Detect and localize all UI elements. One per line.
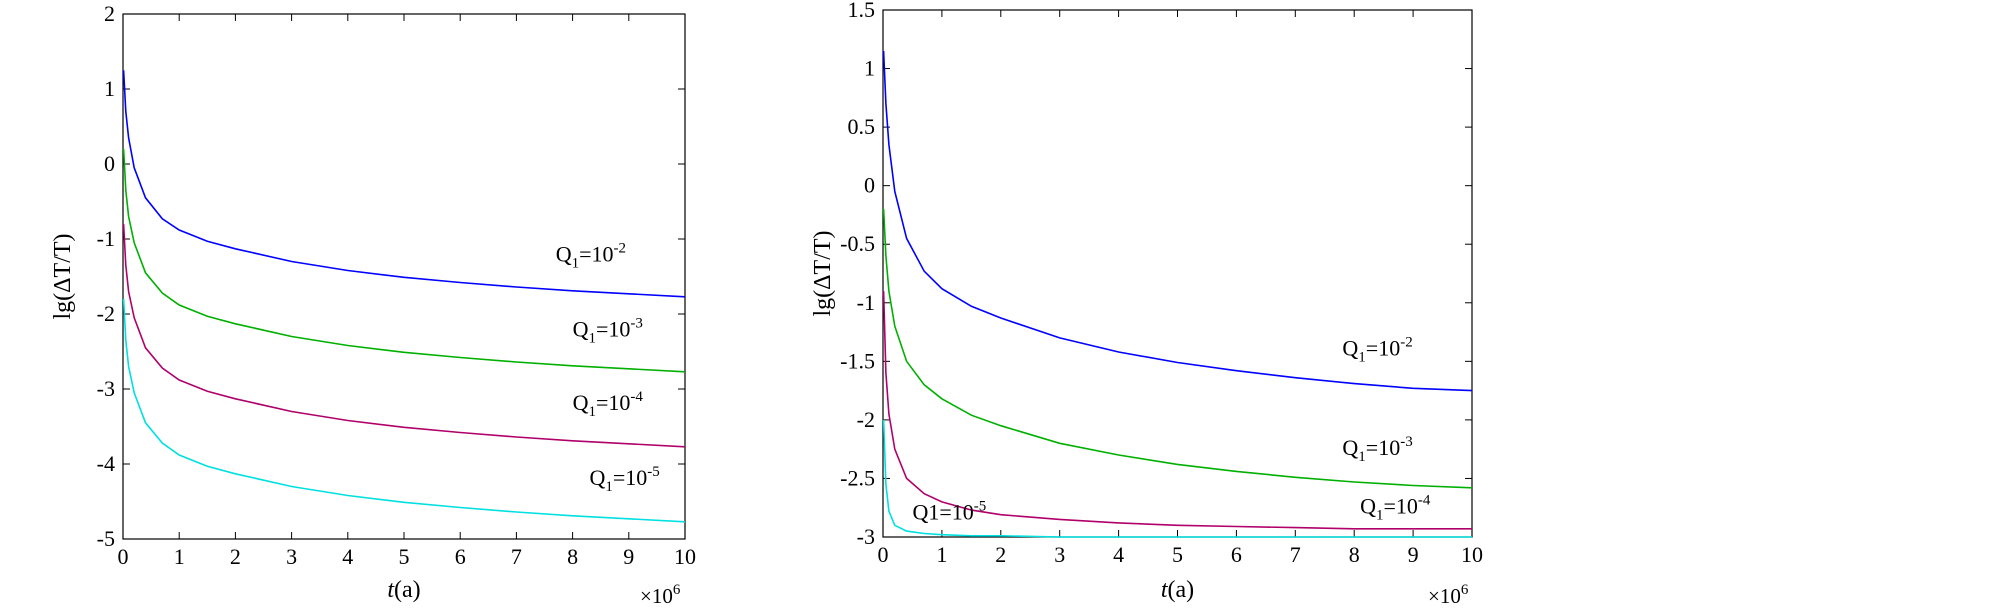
series-line-3 bbox=[882, 419, 1472, 538]
x-tick-label: 9 bbox=[1408, 542, 1419, 567]
x-tick-label: 4 bbox=[342, 544, 353, 569]
y-tick-label: -3 bbox=[857, 524, 875, 549]
y-tick-label: -5 bbox=[97, 526, 115, 551]
y-tick-label: -0.5 bbox=[840, 231, 875, 256]
y-axis-label: lg(ΔT/T) bbox=[810, 230, 836, 316]
series-line-2 bbox=[882, 291, 1472, 530]
series-line-0 bbox=[122, 70, 686, 298]
y-axis-label: lg(ΔT/T) bbox=[50, 233, 76, 319]
y-tick-label: -2.5 bbox=[840, 465, 875, 490]
x-tick-label: 0 bbox=[118, 544, 129, 569]
series-line-0 bbox=[882, 50, 1473, 392]
y-tick-label: 0 bbox=[104, 151, 115, 176]
x-tick-label: 1 bbox=[936, 542, 947, 567]
x-tick-label: 2 bbox=[995, 542, 1006, 567]
x-tick-label: 9 bbox=[623, 544, 634, 569]
curve-label-2: Q1=10-4 bbox=[573, 389, 644, 420]
x-tick-label: 10 bbox=[674, 544, 696, 569]
x-tick-label: 7 bbox=[511, 544, 522, 569]
x-tick-label: 0 bbox=[878, 542, 889, 567]
x-tick-label: 8 bbox=[567, 544, 578, 569]
series-line-2 bbox=[122, 223, 686, 448]
y-tick-label: 1.5 bbox=[848, 0, 876, 22]
series-line-3 bbox=[122, 298, 686, 523]
x-tick-label: 2 bbox=[230, 544, 241, 569]
y-tick-label: -4 bbox=[97, 451, 115, 476]
x-multiplier: ×106 bbox=[640, 582, 681, 608]
y-tick-label: -1 bbox=[857, 290, 875, 315]
x-tick-label: 6 bbox=[455, 544, 466, 569]
x-tick-label: 8 bbox=[1349, 542, 1360, 567]
plot-area bbox=[882, 9, 1473, 538]
y-tick-label: -1 bbox=[97, 226, 115, 251]
series-line-1 bbox=[122, 148, 686, 373]
x-tick-label: 3 bbox=[1054, 542, 1065, 567]
y-tick-label: -2 bbox=[97, 301, 115, 326]
left-chart: 0 1 2 3 4 5 6 7 8 9 10210-1-2-3-4-5Q1=10-2Q1=10-3Q… bbox=[50, 1, 696, 608]
y-tick-label: -1.5 bbox=[840, 348, 875, 373]
y-tick-label: 0 bbox=[864, 173, 875, 198]
x-tick-label: 4 bbox=[1113, 542, 1124, 567]
y-tick-label: 0.5 bbox=[848, 114, 876, 139]
y-tick-label: 1 bbox=[864, 56, 875, 81]
x-tick-label: 7 bbox=[1290, 542, 1301, 567]
x-tick-label: 5 bbox=[399, 544, 410, 569]
y-tick-label: 2 bbox=[104, 1, 115, 26]
y-tick-label: 1 bbox=[104, 76, 115, 101]
curve-label-0: Q1=10-2 bbox=[556, 241, 626, 272]
curve-label-0: Q1=10-2 bbox=[1342, 334, 1412, 365]
series-line-1 bbox=[882, 209, 1473, 489]
curve-label-1: Q1=10-3 bbox=[573, 316, 643, 347]
right-chart: 0 1 2 3 4 5 6 7 8 9 10 1.5 1 0.5 0 -0.5 -1 -1.5 -2 -2.5 -3 Q1… bbox=[810, 0, 1483, 608]
x-axis-label: t(a) bbox=[387, 577, 420, 603]
curve-label-3: Q1=10-5 bbox=[589, 464, 659, 495]
curve-label-3: Q1=10-5 bbox=[912, 498, 986, 524]
x-tick-label: 5 bbox=[1172, 542, 1183, 567]
x-tick-label: 6 bbox=[1231, 542, 1242, 567]
x-axis-label: t(a) bbox=[1161, 577, 1194, 603]
x-tick-label: 3 bbox=[286, 544, 297, 569]
x-multiplier: ×106 bbox=[1428, 582, 1469, 608]
y-tick-label: -2 bbox=[857, 407, 875, 432]
x-tick-label: 10 bbox=[1461, 542, 1483, 567]
x-tick-label: 1 bbox=[174, 544, 185, 569]
curve-label-2: Q1=10-4 bbox=[1360, 493, 1431, 524]
y-tick-label: -3 bbox=[97, 376, 115, 401]
curve-label-1: Q1=10-3 bbox=[1342, 434, 1412, 465]
